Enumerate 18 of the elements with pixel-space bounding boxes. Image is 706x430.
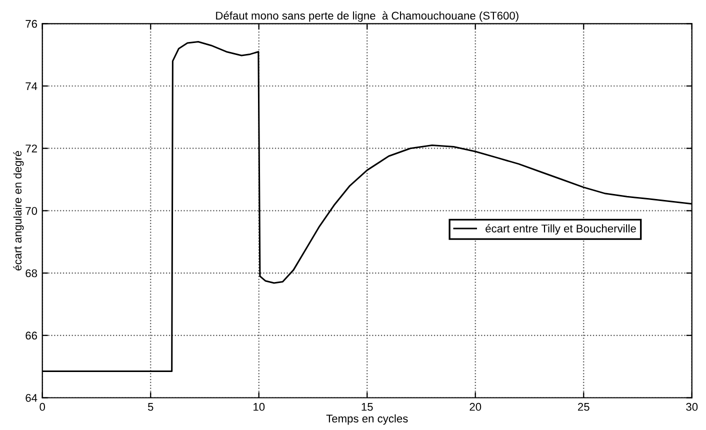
x-tick-label: 30 <box>686 402 698 411</box>
y-tick-label: 74 <box>26 82 38 90</box>
x-tick-label: 0 <box>40 402 46 411</box>
chart-title: Défaut mono sans perte de ligne à Chamouchouane (ST600) <box>216 11 518 22</box>
y-axis-title: écart angulaire en degré <box>13 150 24 270</box>
x-tick-label: 15 <box>362 403 373 411</box>
x-tick-label: 10 <box>254 402 265 411</box>
x-axis-title: Temps en cycles <box>326 414 408 425</box>
y-tick-label: 66 <box>26 332 38 340</box>
y-tick-label: 64 <box>26 394 38 402</box>
x-tick-label: 20 <box>470 402 482 411</box>
y-tick-label: 76 <box>26 20 38 28</box>
y-tick-label: 68 <box>26 269 38 278</box>
y-tick-label: 72 <box>26 144 37 152</box>
legend-label: écart entre Tilly et Boucherville <box>486 224 636 235</box>
x-tick-label: 5 <box>148 403 154 411</box>
y-tick-label: 70 <box>26 206 38 215</box>
x-tick-label: 25 <box>578 402 590 411</box>
